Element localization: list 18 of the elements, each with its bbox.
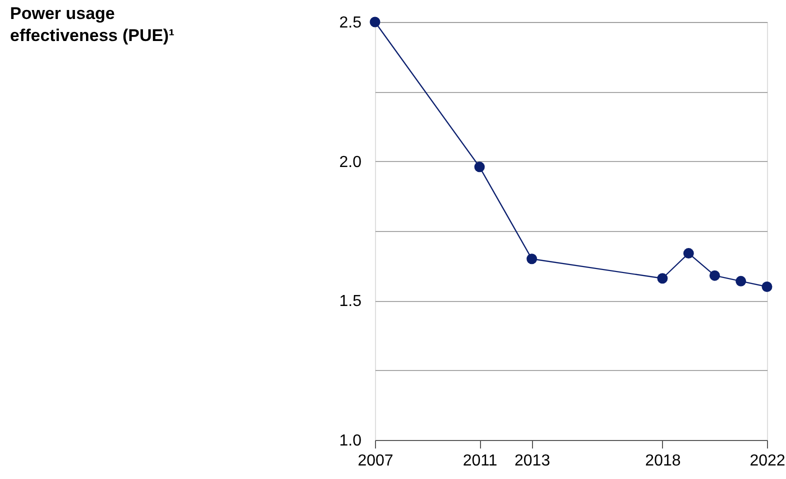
x-tick-label: 2011 (462, 452, 498, 470)
x-tick-label: 2013 (514, 452, 550, 470)
point (709, 270, 720, 281)
x-tick-label: 2007 (358, 452, 394, 470)
y-tick-label: 1.0 (339, 432, 362, 450)
x-tick-label: 2022 (750, 452, 786, 470)
point (736, 276, 746, 286)
point (762, 282, 772, 292)
point (657, 273, 668, 284)
point (683, 248, 694, 259)
point (474, 162, 485, 172)
text: Power usage effectiveness (PUE)¹ (10, 4, 175, 45)
y-tick-label: 2.5 (339, 14, 362, 32)
x-tick-label: 2018 (645, 452, 681, 470)
y-tick-label: 1.5 (339, 293, 362, 310)
point (370, 16, 380, 28)
point (526, 254, 538, 264)
y-tick-label: 2.0 (339, 154, 362, 171)
